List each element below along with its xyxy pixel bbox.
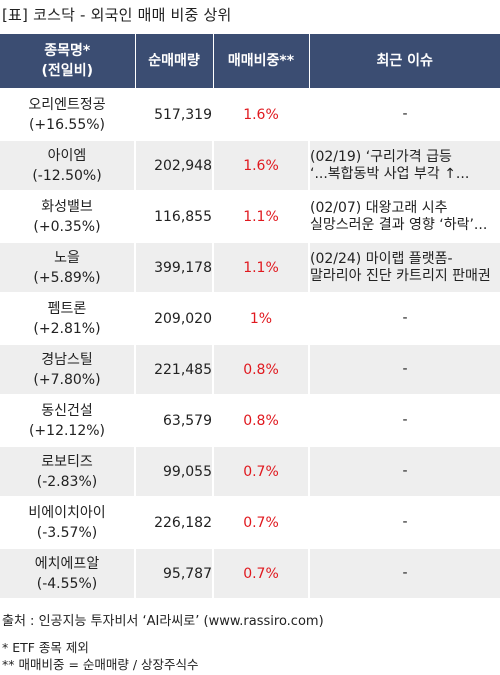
table-body: 오리엔트정공 (+16.55%) 517,319 1.6% - 아이엠 (-12.50%) 2… — [0, 88, 500, 598]
header-ratio: 매매비중** — [213, 34, 310, 89]
issue-line: 말라리아 진단 카트리지 판매권 — [310, 267, 491, 284]
stock-name-cell: 펨트론 (+2.81%) — [0, 292, 136, 344]
net-volume: 95,787 — [135, 547, 214, 598]
issue-line: (02/19) ‘구리가격 급등 — [310, 148, 452, 165]
issue-line: - — [402, 565, 408, 581]
stock-change: (+16.55%) — [28, 116, 106, 133]
trade-ratio: 1.1% — [213, 241, 310, 293]
issue-line: - — [402, 106, 408, 122]
issue-line: - — [402, 463, 408, 479]
table-title: [표] 코스닥 - 외국인 매매 비중 상위 — [2, 6, 232, 24]
stock-change: (-12.50%) — [32, 167, 102, 184]
recent-issue: - — [309, 343, 500, 395]
stock-change: (+0.35%) — [33, 218, 101, 235]
issue-line: (02/07) 대왕고래 시추 — [310, 199, 448, 216]
recent-issue: - — [309, 547, 500, 598]
stock-name: 동신건설 — [41, 402, 93, 419]
stock-change: (-3.57%) — [36, 524, 98, 541]
net-volume: 209,020 — [135, 292, 214, 344]
table-row: 노을 (+5.89%) 399,178 1.1% (02/24) 마이랩 플랫폼- 말라리… — [0, 241, 500, 293]
trade-ratio: 1.1% — [213, 190, 310, 242]
etf-note: * ETF 종목 제외 — [2, 640, 89, 655]
stock-name-cell: 아이엠 (-12.50%) — [0, 139, 136, 191]
stock-name: 로보티즈 — [41, 453, 93, 470]
issue-line: - — [402, 310, 408, 326]
recent-issue: - — [309, 88, 500, 140]
table-row: 펨트론 (+2.81%) 209,020 1% - — [0, 292, 500, 344]
recent-issue: (02/07) 대왕고래 시추 실망스러운 결과 영향 ‘하락’... — [309, 190, 500, 242]
issue-line: (02/24) 마이랩 플랫폼- — [310, 250, 453, 267]
recent-issue: - — [309, 445, 500, 497]
trade-ratio: 1% — [213, 292, 310, 344]
table-row: 아이엠 (-12.50%) 202,948 1.6% (02/19) ‘구리가격 급등 ‘… — [0, 139, 500, 191]
stock-change: (+7.80%) — [33, 371, 101, 388]
net-volume: 517,319 — [135, 88, 214, 140]
stock-name-cell: 로보티즈 (-2.83%) — [0, 445, 136, 497]
recent-issue: - — [309, 394, 500, 446]
table-row: 경남스틸 (+7.80%) 221,485 0.8% - — [0, 343, 500, 395]
table-row: 에치에프알 (-4.55%) 95,787 0.7% - — [0, 547, 500, 598]
trade-ratio: 0.7% — [213, 496, 310, 548]
net-volume: 399,178 — [135, 241, 214, 293]
table-row: 동신건설 (+12.12%) 63,579 0.8% - — [0, 394, 500, 446]
net-volume: 202,948 — [135, 139, 214, 191]
table-row: 로보티즈 (-2.83%) 99,055 0.7% - — [0, 445, 500, 497]
recent-issue: (02/24) 마이랩 플랫폼- 말라리아 진단 카트리지 판매권 — [309, 241, 500, 293]
foreign-trading-table: 종목명* (전일비) 순매매량 매매비중** 최근 이슈 오리엔트정공 (+16.… — [0, 34, 500, 598]
trade-ratio: 1.6% — [213, 88, 310, 140]
recent-issue: - — [309, 496, 500, 548]
net-volume: 99,055 — [135, 445, 214, 497]
table-row: 오리엔트정공 (+16.55%) 517,319 1.6% - — [0, 88, 500, 140]
issue-line: ‘...복합동박 사업 부각 ↑... — [310, 165, 470, 182]
trade-ratio: 1.6% — [213, 139, 310, 191]
stock-name: 펨트론 — [47, 300, 87, 317]
header-name: 종목명* (전일비) — [0, 34, 136, 89]
stock-name-cell: 화성밸브 (+0.35%) — [0, 190, 136, 242]
stock-name-cell: 노을 (+5.89%) — [0, 241, 136, 293]
recent-issue: (02/19) ‘구리가격 급등 ‘...복합동박 사업 부각 ↑... — [309, 139, 500, 191]
trade-ratio: 0.7% — [213, 445, 310, 497]
stock-name: 노을 — [54, 249, 80, 266]
stock-name-cell: 오리엔트정공 (+16.55%) — [0, 88, 136, 140]
stock-name-cell: 경남스틸 (+7.80%) — [0, 343, 136, 395]
trade-ratio: 0.8% — [213, 343, 310, 395]
table-row: 화성밸브 (+0.35%) 116,855 1.1% (02/07) 대왕고래 시추 실망… — [0, 190, 500, 242]
issue-line: - — [402, 514, 408, 530]
trade-ratio: 0.7% — [213, 547, 310, 598]
table-header-row: 종목명* (전일비) 순매매량 매매비중** 최근 이슈 — [0, 34, 500, 89]
stock-name: 아이엠 — [47, 147, 87, 164]
stock-change: (-4.55%) — [36, 575, 98, 592]
net-volume: 221,485 — [135, 343, 214, 395]
header-name-line1: 종목명* — [44, 43, 91, 59]
stock-name: 화성밸브 — [41, 198, 93, 215]
ratio-formula-note: ** 매매비중 = 순매매량 / 상장주식수 — [2, 657, 199, 672]
header-volume: 순매매량 — [135, 34, 214, 89]
stock-change: (+2.81%) — [33, 320, 101, 337]
stock-name-cell: 동신건설 (+12.12%) — [0, 394, 136, 446]
stock-name: 에치에프알 — [34, 555, 100, 572]
stock-change: (-2.83%) — [36, 473, 98, 490]
issue-line: - — [402, 412, 408, 428]
stock-name: 비에이치아이 — [28, 504, 106, 521]
header-name-line2: (전일비) — [41, 63, 93, 79]
issue-line: - — [402, 361, 408, 377]
stock-change: (+12.12%) — [28, 422, 106, 439]
issue-line: 실망스러운 결과 영향 ‘하락’... — [310, 216, 488, 233]
net-volume: 226,182 — [135, 496, 214, 548]
stock-name-cell: 에치에프알 (-4.55%) — [0, 547, 136, 598]
recent-issue: - — [309, 292, 500, 344]
stock-change: (+5.89%) — [33, 269, 101, 286]
net-volume: 63,579 — [135, 394, 214, 446]
source-note: 출처 : 인공지능 투자비서 ‘AI라씨로’ (www.rassiro.com) — [2, 614, 324, 629]
stock-name: 경남스틸 — [41, 351, 93, 368]
trade-ratio: 0.8% — [213, 394, 310, 446]
stock-name-cell: 비에이치아이 (-3.57%) — [0, 496, 136, 548]
net-volume: 116,855 — [135, 190, 214, 242]
header-issue: 최근 이슈 — [309, 34, 500, 89]
table-row: 비에이치아이 (-3.57%) 226,182 0.7% - — [0, 496, 500, 548]
stock-name: 오리엔트정공 — [28, 96, 106, 113]
